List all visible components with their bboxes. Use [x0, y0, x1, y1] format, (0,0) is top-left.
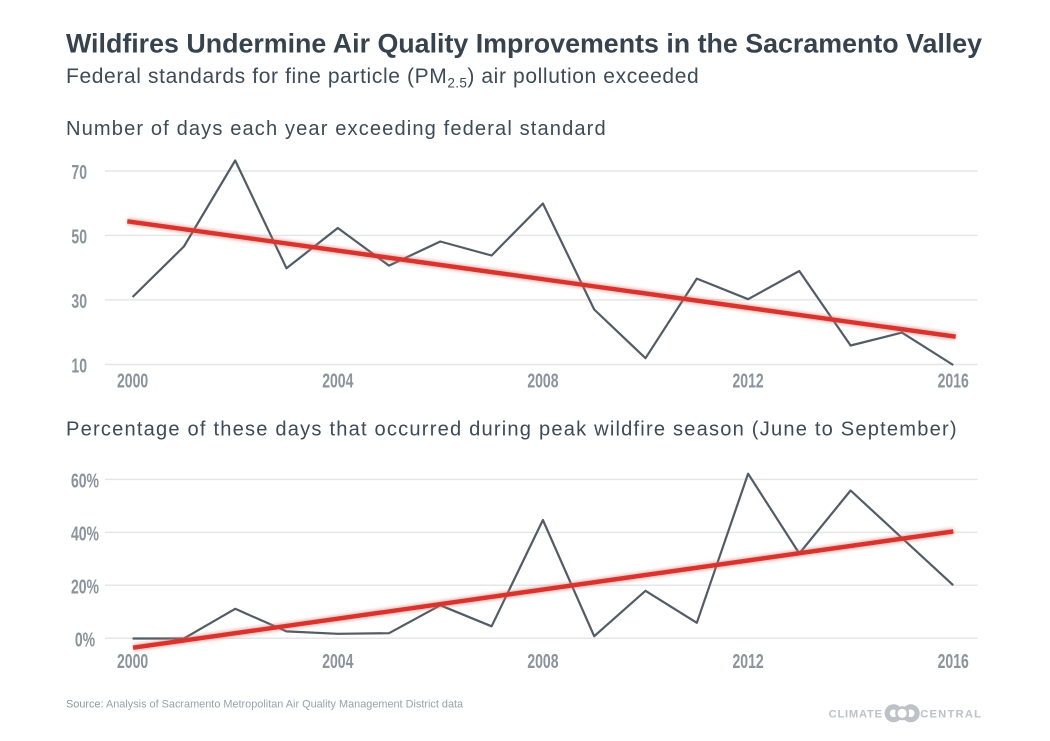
svg-text:CLIMATE: CLIMATE — [829, 709, 883, 721]
svg-text:2004: 2004 — [322, 650, 353, 673]
svg-text:Number of days each year excee: Number of days each year exceeding feder… — [66, 118, 607, 140]
svg-text:2000: 2000 — [117, 650, 148, 673]
svg-text:Wildfires Undermine Air Qualit: Wildfires Undermine Air Quality Improvem… — [66, 29, 982, 59]
svg-text:30: 30 — [71, 289, 87, 312]
svg-text:10: 10 — [71, 354, 87, 377]
svg-text:50: 50 — [71, 225, 87, 248]
svg-text:2012: 2012 — [733, 650, 764, 673]
svg-text:2016: 2016 — [938, 650, 969, 673]
svg-text:60%: 60% — [71, 469, 99, 492]
svg-text:2000: 2000 — [117, 369, 148, 392]
svg-text:40%: 40% — [71, 522, 99, 545]
svg-text:2012: 2012 — [733, 369, 764, 392]
svg-text:2016: 2016 — [938, 369, 969, 392]
svg-text:Federal standards for fine par: Federal standards for fine particle (PM2… — [66, 65, 699, 91]
svg-text:Percentage of these days that: Percentage of these days that occurred d… — [66, 418, 958, 440]
svg-text:0%: 0% — [75, 628, 96, 651]
svg-text:2008: 2008 — [527, 369, 558, 392]
svg-text:Source: Analysis of Sacramento: Source: Analysis of Sacramento Metropoli… — [66, 699, 464, 711]
svg-text:CENTRAL: CENTRAL — [920, 709, 981, 721]
svg-text:2008: 2008 — [527, 650, 558, 673]
svg-text:2004: 2004 — [322, 369, 353, 392]
svg-text:20%: 20% — [71, 575, 99, 598]
svg-text:70: 70 — [71, 161, 87, 184]
